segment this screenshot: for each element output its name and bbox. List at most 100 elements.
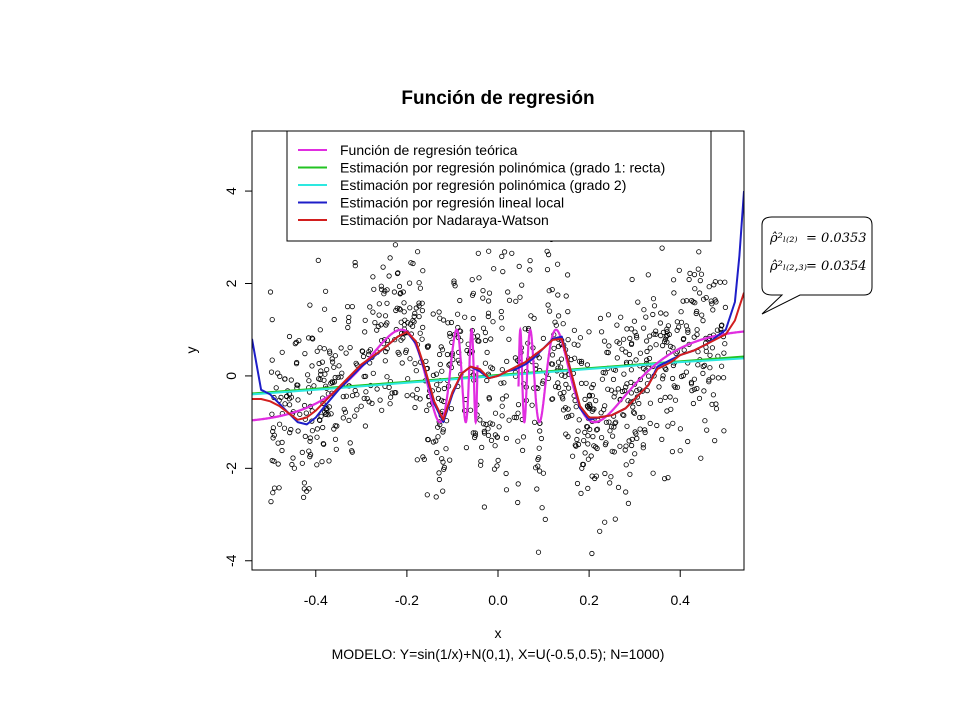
data-point (621, 412, 627, 418)
data-point (445, 320, 451, 326)
data-point (299, 449, 305, 455)
data-point (339, 370, 345, 376)
data-point (463, 444, 469, 451)
data-point (499, 367, 505, 373)
data-point (549, 396, 555, 402)
data-point (447, 330, 453, 337)
data-point (281, 425, 288, 431)
data-point (343, 393, 349, 399)
x-axis-label: x (495, 625, 502, 641)
data-point (420, 324, 426, 330)
data-point (581, 437, 587, 444)
data-point (419, 300, 425, 306)
data-point (439, 456, 445, 462)
data-point (663, 311, 669, 317)
data-point (405, 376, 411, 382)
data-point (554, 261, 561, 267)
series-line-theoretical (252, 327, 479, 426)
data-point (441, 385, 447, 392)
data-point (346, 314, 352, 320)
data-point (626, 351, 633, 358)
data-point (333, 446, 339, 452)
data-point (646, 355, 653, 362)
data-point (698, 455, 704, 461)
data-point (611, 394, 617, 400)
data-point (369, 400, 375, 406)
data-point (688, 297, 695, 304)
data-point (499, 253, 505, 259)
data-point (612, 420, 618, 426)
data-point (362, 423, 368, 429)
data-point (639, 388, 646, 394)
data-point (696, 395, 703, 401)
data-point (401, 309, 407, 315)
data-point (606, 419, 612, 425)
data-point (650, 296, 657, 302)
data-point (714, 327, 721, 333)
data-point (670, 420, 676, 426)
data-point (664, 326, 670, 332)
data-point (620, 336, 627, 342)
data-point (571, 341, 577, 347)
data-point (555, 359, 562, 365)
data-point (681, 347, 687, 353)
y-tick-label: -2 (223, 462, 239, 475)
data-point (370, 370, 376, 376)
data-point (585, 433, 591, 439)
data-point (611, 424, 617, 430)
data-point (634, 387, 640, 394)
data-point (436, 470, 442, 476)
data-point (430, 439, 436, 445)
data-point (304, 372, 311, 378)
data-point (549, 352, 556, 358)
data-point (694, 385, 700, 392)
data-point (499, 413, 505, 419)
data-point (615, 386, 621, 392)
data-point (712, 279, 719, 285)
data-point (414, 386, 420, 392)
data-point (340, 415, 346, 421)
data-point (721, 350, 727, 356)
x-tick-label: 0.2 (579, 592, 599, 608)
data-point (545, 302, 551, 308)
data-point (370, 309, 376, 315)
data-point (504, 358, 510, 364)
data-point (413, 395, 419, 401)
data-point (271, 394, 277, 401)
data-point (660, 373, 666, 379)
data-point (608, 474, 614, 480)
data-point (659, 342, 666, 349)
data-point (363, 389, 369, 395)
data-point (659, 436, 665, 442)
data-point (290, 455, 296, 461)
data-point (635, 299, 641, 305)
data-point (386, 384, 392, 390)
data-point (700, 363, 706, 370)
data-point (425, 437, 431, 443)
data-point (675, 324, 682, 330)
data-point (667, 343, 674, 349)
data-point (688, 379, 695, 385)
data-point (560, 407, 567, 413)
data-point (559, 372, 565, 378)
data-point (307, 438, 313, 444)
data-point (598, 329, 605, 335)
data-point (542, 516, 548, 523)
data-point (435, 386, 442, 393)
data-point (691, 376, 698, 382)
data-point (517, 294, 523, 300)
data-point (326, 458, 332, 464)
y-tick-label: 4 (223, 187, 239, 195)
data-point (372, 319, 378, 326)
data-point (331, 426, 337, 432)
data-point (694, 327, 700, 333)
data-point (412, 404, 418, 411)
data-point (681, 335, 687, 342)
data-point (482, 329, 488, 336)
data-point (677, 448, 683, 454)
data-point (362, 317, 368, 323)
data-point (404, 392, 410, 399)
data-point (585, 485, 591, 491)
data-point (506, 417, 512, 423)
data-point (276, 421, 283, 427)
